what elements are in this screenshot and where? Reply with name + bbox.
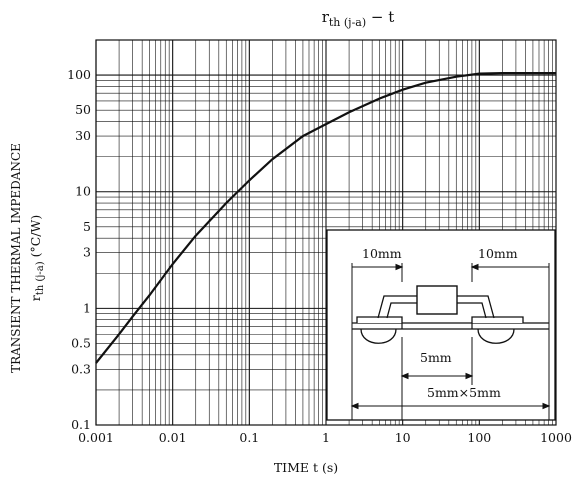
y-tick-label: 3	[83, 245, 91, 260]
y-tick-label: 5	[83, 219, 91, 234]
inset-label-pad-gap: 5mm	[420, 350, 452, 365]
y-tick-label: 100	[67, 67, 91, 82]
y-tick-label: 50	[75, 102, 91, 117]
y-tick-label: 0.3	[71, 361, 91, 376]
dimension-lines	[350, 263, 551, 420]
plot-frame	[95, 39, 557, 426]
chart-title: rth (j-a) − t	[322, 8, 395, 29]
x-tick-labels: 0.001 0.01 0.1 1 10 100 1000	[78, 430, 572, 445]
x-tick-label: 1	[322, 430, 330, 445]
inset-label-pad-size: 5mm×5mm	[427, 385, 501, 400]
y-tick-label: 0.1	[71, 417, 91, 432]
chart-title-subscript: th (j-a)	[329, 16, 366, 29]
y-tick-label: 10	[75, 184, 91, 199]
x-tick-label: 0.1	[239, 430, 259, 445]
y-tick-labels: 0.1 0.3 0.5 1 3 5 10 30 50 100	[67, 67, 91, 432]
solder-joints	[360, 328, 515, 344]
y-axis-label-line2: rth (j-a) (°C/W)	[28, 215, 46, 301]
x-tick-label: 100	[467, 430, 491, 445]
y-tick-label: 0.5	[71, 335, 91, 350]
component-leads	[377, 295, 495, 319]
x-tick-label: 10	[395, 430, 411, 445]
inset-label-right-margin: 10mm	[478, 246, 518, 261]
x-axis-label: TIME t (s)	[274, 460, 338, 475]
x-tick-label: 0.001	[78, 430, 114, 445]
y-axis-label: TRANSIENT THERMAL IMPEDANCE rth (j-a) (°…	[9, 143, 46, 373]
x-tick-label: 0.01	[159, 430, 187, 445]
inset-box	[326, 229, 556, 421]
mounting-inset: 10mm 10mm 5mm 5mm×5mm	[326, 229, 556, 421]
copper-pads	[356, 316, 524, 323]
inset-label-left-margin: 10mm	[362, 246, 402, 261]
y-tick-label: 1	[83, 300, 91, 315]
y-axis-label-line1: TRANSIENT THERMAL IMPEDANCE	[9, 143, 23, 373]
x-tick-label: 1000	[540, 430, 572, 445]
y-tick-label: 30	[75, 128, 91, 143]
component-body	[416, 285, 458, 315]
series-line	[95, 72, 556, 364]
